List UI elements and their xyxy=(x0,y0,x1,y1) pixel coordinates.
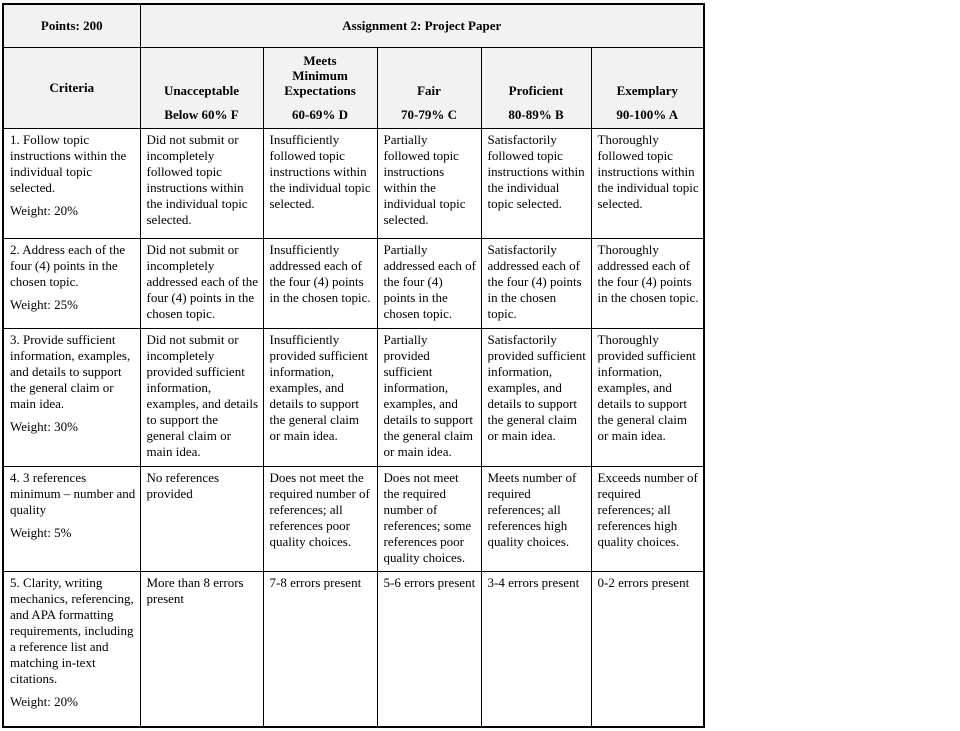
criterion-weight: Weight: 25% xyxy=(10,296,78,312)
rubric-cell: More than 8 errors present xyxy=(139,570,264,728)
criterion-weight: Weight: 20% xyxy=(10,693,78,709)
rubric-cell: Thoroughly provided sufficient informati… xyxy=(590,327,705,467)
rubric-cell: Does not meet the required number of ref… xyxy=(262,465,378,572)
rating-grade: 70-79% C xyxy=(401,106,457,122)
assignment-title: Assignment 2: Project Paper xyxy=(139,3,705,48)
rubric-cell: 7-8 errors present xyxy=(262,570,378,728)
header-row-ratings: Criteria Unacceptable Below 60% F Meets … xyxy=(2,46,705,129)
rubric-cell: Did not submit or incompletely addressed… xyxy=(139,237,264,329)
rating-name: Exemplary xyxy=(616,82,678,98)
criterion-weight: Weight: 30% xyxy=(10,418,78,434)
header-row-title: Points: 200 Assignment 2: Project Paper xyxy=(2,3,705,48)
rubric-cell: Partially provided sufficient informatio… xyxy=(376,327,482,467)
rubric-cell: No references provided xyxy=(139,465,264,572)
rating-name: Meets Minimum Expectations xyxy=(284,52,356,98)
rating-name: Proficient xyxy=(508,82,564,98)
rubric-cell: 3-4 errors present xyxy=(480,570,592,728)
criterion-text: 5. Clarity, writing mechanics, referenci… xyxy=(10,574,134,686)
criterion-cell: 2. Address each of the four (4) points i… xyxy=(2,237,141,329)
table-row: 1. Follow topic instructions within the … xyxy=(2,127,705,239)
table-row: 2. Address each of the four (4) points i… xyxy=(2,237,705,329)
rubric-cell: Satisfactorily addressed each of the fou… xyxy=(480,237,592,329)
rubric-cell: Did not submit or incompletely provided … xyxy=(139,327,264,467)
criterion-text: 1. Follow topic instructions within the … xyxy=(10,131,127,195)
rubric-table: Points: 200 Assignment 2: Project Paper … xyxy=(2,3,706,728)
table-row: 4. 3 references minimum – number and qua… xyxy=(2,465,705,572)
rubric-cell: Meets number of required references; all… xyxy=(480,465,592,572)
points-cell: Points: 200 xyxy=(2,3,141,48)
criterion-cell: 1. Follow topic instructions within the … xyxy=(2,127,141,239)
rating-header-meets-minimum: Meets Minimum Expectations 60-69% D xyxy=(262,46,378,129)
rating-grade: 60-69% D xyxy=(292,106,348,122)
rubric-cell: Exceeds number of required references; a… xyxy=(590,465,705,572)
criterion-cell: 3. Provide sufficient information, examp… xyxy=(2,327,141,467)
rubric-cell: Insufficiently followed topic instructio… xyxy=(262,127,378,239)
rubric-cell: Satisfactorily provided sufficient infor… xyxy=(480,327,592,467)
criterion-text: 4. 3 references minimum – number and qua… xyxy=(10,469,136,517)
criterion-weight: Weight: 5% xyxy=(10,524,72,540)
rubric-cell: Insufficiently addressed each of the fou… xyxy=(262,237,378,329)
criterion-cell: 4. 3 references minimum – number and qua… xyxy=(2,465,141,572)
rating-grade: 90-100% A xyxy=(616,106,679,122)
rating-header-proficient: Proficient 80-89% B xyxy=(480,46,592,129)
rating-header-unacceptable: Unacceptable Below 60% F xyxy=(139,46,264,129)
table-row: 3. Provide sufficient information, examp… xyxy=(2,327,705,467)
criterion-text: 2. Address each of the four (4) points i… xyxy=(10,241,126,289)
rubric-cell: Did not submit or incompletely followed … xyxy=(139,127,264,239)
criterion-text: 3. Provide sufficient information, examp… xyxy=(10,331,131,411)
criterion-cell: 5. Clarity, writing mechanics, referenci… xyxy=(2,570,141,728)
rubric-cell: 0-2 errors present xyxy=(590,570,705,728)
criterion-weight: Weight: 20% xyxy=(10,202,78,218)
rubric-cell: Does not meet the required number of ref… xyxy=(376,465,482,572)
criteria-header: Criteria xyxy=(2,46,141,129)
table-row: 5. Clarity, writing mechanics, referenci… xyxy=(2,570,705,728)
rubric-cell: Insufficiently provided sufficient infor… xyxy=(262,327,378,467)
rubric-cell: Thoroughly followed topic instructions w… xyxy=(590,127,705,239)
rating-name: Fair xyxy=(417,82,441,98)
rubric-cell: Partially followed topic instructions wi… xyxy=(376,127,482,239)
rating-header-fair: Fair 70-79% C xyxy=(376,46,482,129)
rating-grade: Below 60% F xyxy=(164,106,239,122)
rubric-cell: Thoroughly addressed each of the four (4… xyxy=(590,237,705,329)
rubric-cell: Satisfactorily followed topic instructio… xyxy=(480,127,592,239)
rubric-cell: 5-6 errors present xyxy=(376,570,482,728)
rating-name: Unacceptable xyxy=(163,82,240,98)
rating-grade: 80-89% B xyxy=(508,106,564,122)
rubric-cell: Partially addressed each of the four (4)… xyxy=(376,237,482,329)
rating-header-exemplary: Exemplary 90-100% A xyxy=(590,46,705,129)
